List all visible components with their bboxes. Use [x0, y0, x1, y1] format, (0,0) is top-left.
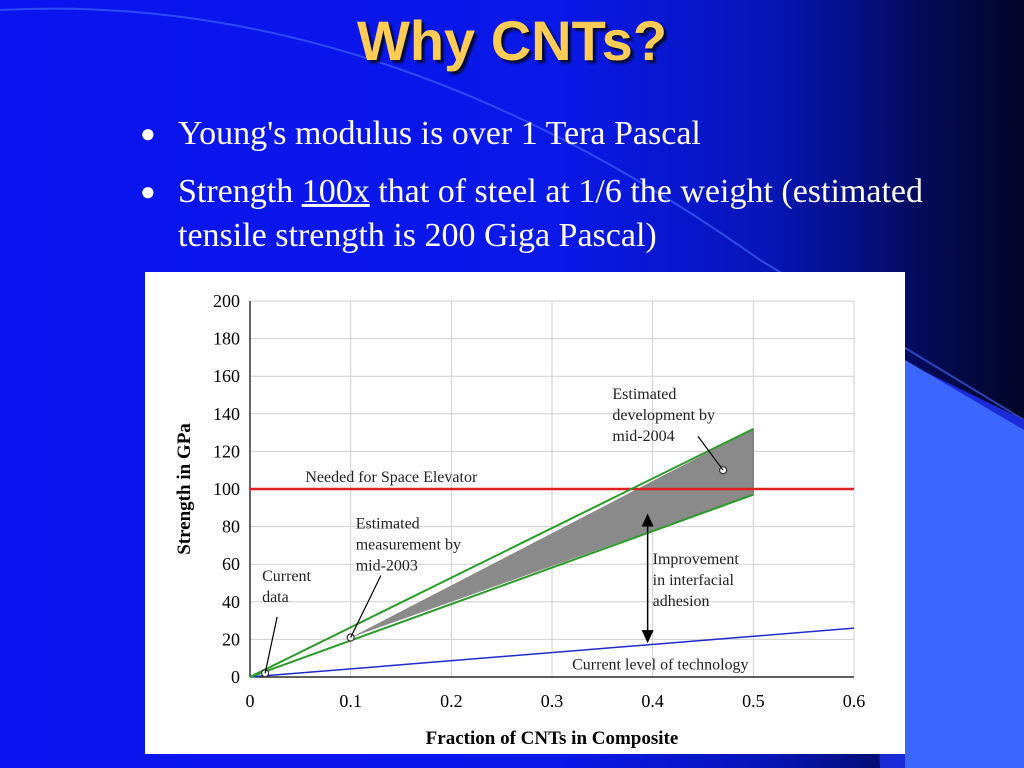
x-axis-label: Fraction of CNTs in Composite	[426, 728, 679, 749]
x-tick-label: 0.6	[843, 691, 866, 711]
annotation-text: Estimated	[356, 515, 420, 532]
series-line	[249, 493, 754, 678]
y-tick-label: 20	[222, 629, 240, 649]
series-label-space-elevator: Needed for Space Elevator	[305, 469, 478, 486]
y-tick-label: 160	[213, 366, 240, 386]
bullet-dot-icon: ●	[140, 119, 156, 148]
shaded-improvement-band	[350, 428, 754, 638]
y-tick-label: 200	[213, 291, 240, 311]
bullet-list: ● Young's modulus is over 1 Tera Pascal …	[140, 112, 960, 272]
y-tick-label: 0	[231, 667, 240, 687]
y-tick-label: 140	[213, 404, 240, 424]
improvement-arrow-head-up	[641, 513, 654, 527]
x-tick-label: 0.2	[440, 691, 463, 711]
annotation-leader-line	[697, 436, 724, 471]
annotation-leader-line	[350, 575, 382, 638]
annotation-leader-line	[264, 616, 278, 674]
bullet-text-pre: Strength	[178, 173, 302, 210]
y-axis-label: Strength in GPa	[174, 423, 195, 555]
strength-chart: 0 20 40 60 80 100 120 140 160 180 200 0 0.1 0.2 0.3 0.4…	[174, 291, 866, 749]
series-label-current-technology: Current level of technology	[572, 656, 748, 673]
annotation-text: data	[262, 589, 289, 606]
annotation-text: mid-2004	[612, 428, 674, 445]
decor-wedge-front	[905, 360, 1024, 768]
x-tick-label: 0	[246, 691, 255, 711]
x-tick-label: 0.1	[339, 691, 362, 711]
bullet-item: ● Young's modulus is over 1 Tera Pascal	[140, 112, 960, 156]
y-tick-label: 60	[222, 554, 240, 574]
annotation-text: Current	[262, 568, 311, 585]
annotation-text: Estimated	[612, 386, 676, 403]
decor-arc	[0, 7, 1024, 421]
slide-title: Why CNTs?	[356, 9, 668, 72]
annotation-text: development by	[612, 407, 715, 424]
bullet-dot-icon: ●	[140, 177, 156, 206]
improvement-arrow-head-down	[641, 630, 654, 644]
annotation-text: adhesion	[653, 593, 710, 610]
annotation-text: in interfacial	[653, 572, 735, 589]
y-tick-label: 100	[213, 479, 240, 499]
x-tick-label: 0.5	[742, 691, 765, 711]
y-tick-label: 80	[222, 517, 240, 537]
chart-panel: 0 20 40 60 80 100 120 140 160 180 200 0 0.1 0.2 0.3 0.4…	[145, 272, 905, 754]
y-tick-label: 40	[222, 592, 240, 612]
series-line	[249, 627, 855, 678]
annotation-text: measurement by	[356, 536, 461, 553]
annotation-text: mid-2003	[356, 557, 418, 574]
annotation-text: Improvement	[653, 551, 740, 568]
y-tick-label: 180	[213, 329, 240, 349]
bullet-text-post: that of steel at 1/6 the weight (estimat…	[178, 173, 923, 254]
y-tick-label: 120	[213, 441, 240, 461]
bullet-item: ● Strength 100x that of steel at 1/6 the…	[140, 170, 960, 258]
series-line	[249, 427, 754, 678]
bullet-text-underlined: 100x	[301, 173, 370, 210]
x-tick-label: 0.3	[541, 691, 564, 711]
x-tick-label: 0.4	[641, 691, 664, 711]
bullet-text: Young's modulus is over 1 Tera Pascal	[178, 115, 701, 152]
data-point	[346, 633, 355, 642]
